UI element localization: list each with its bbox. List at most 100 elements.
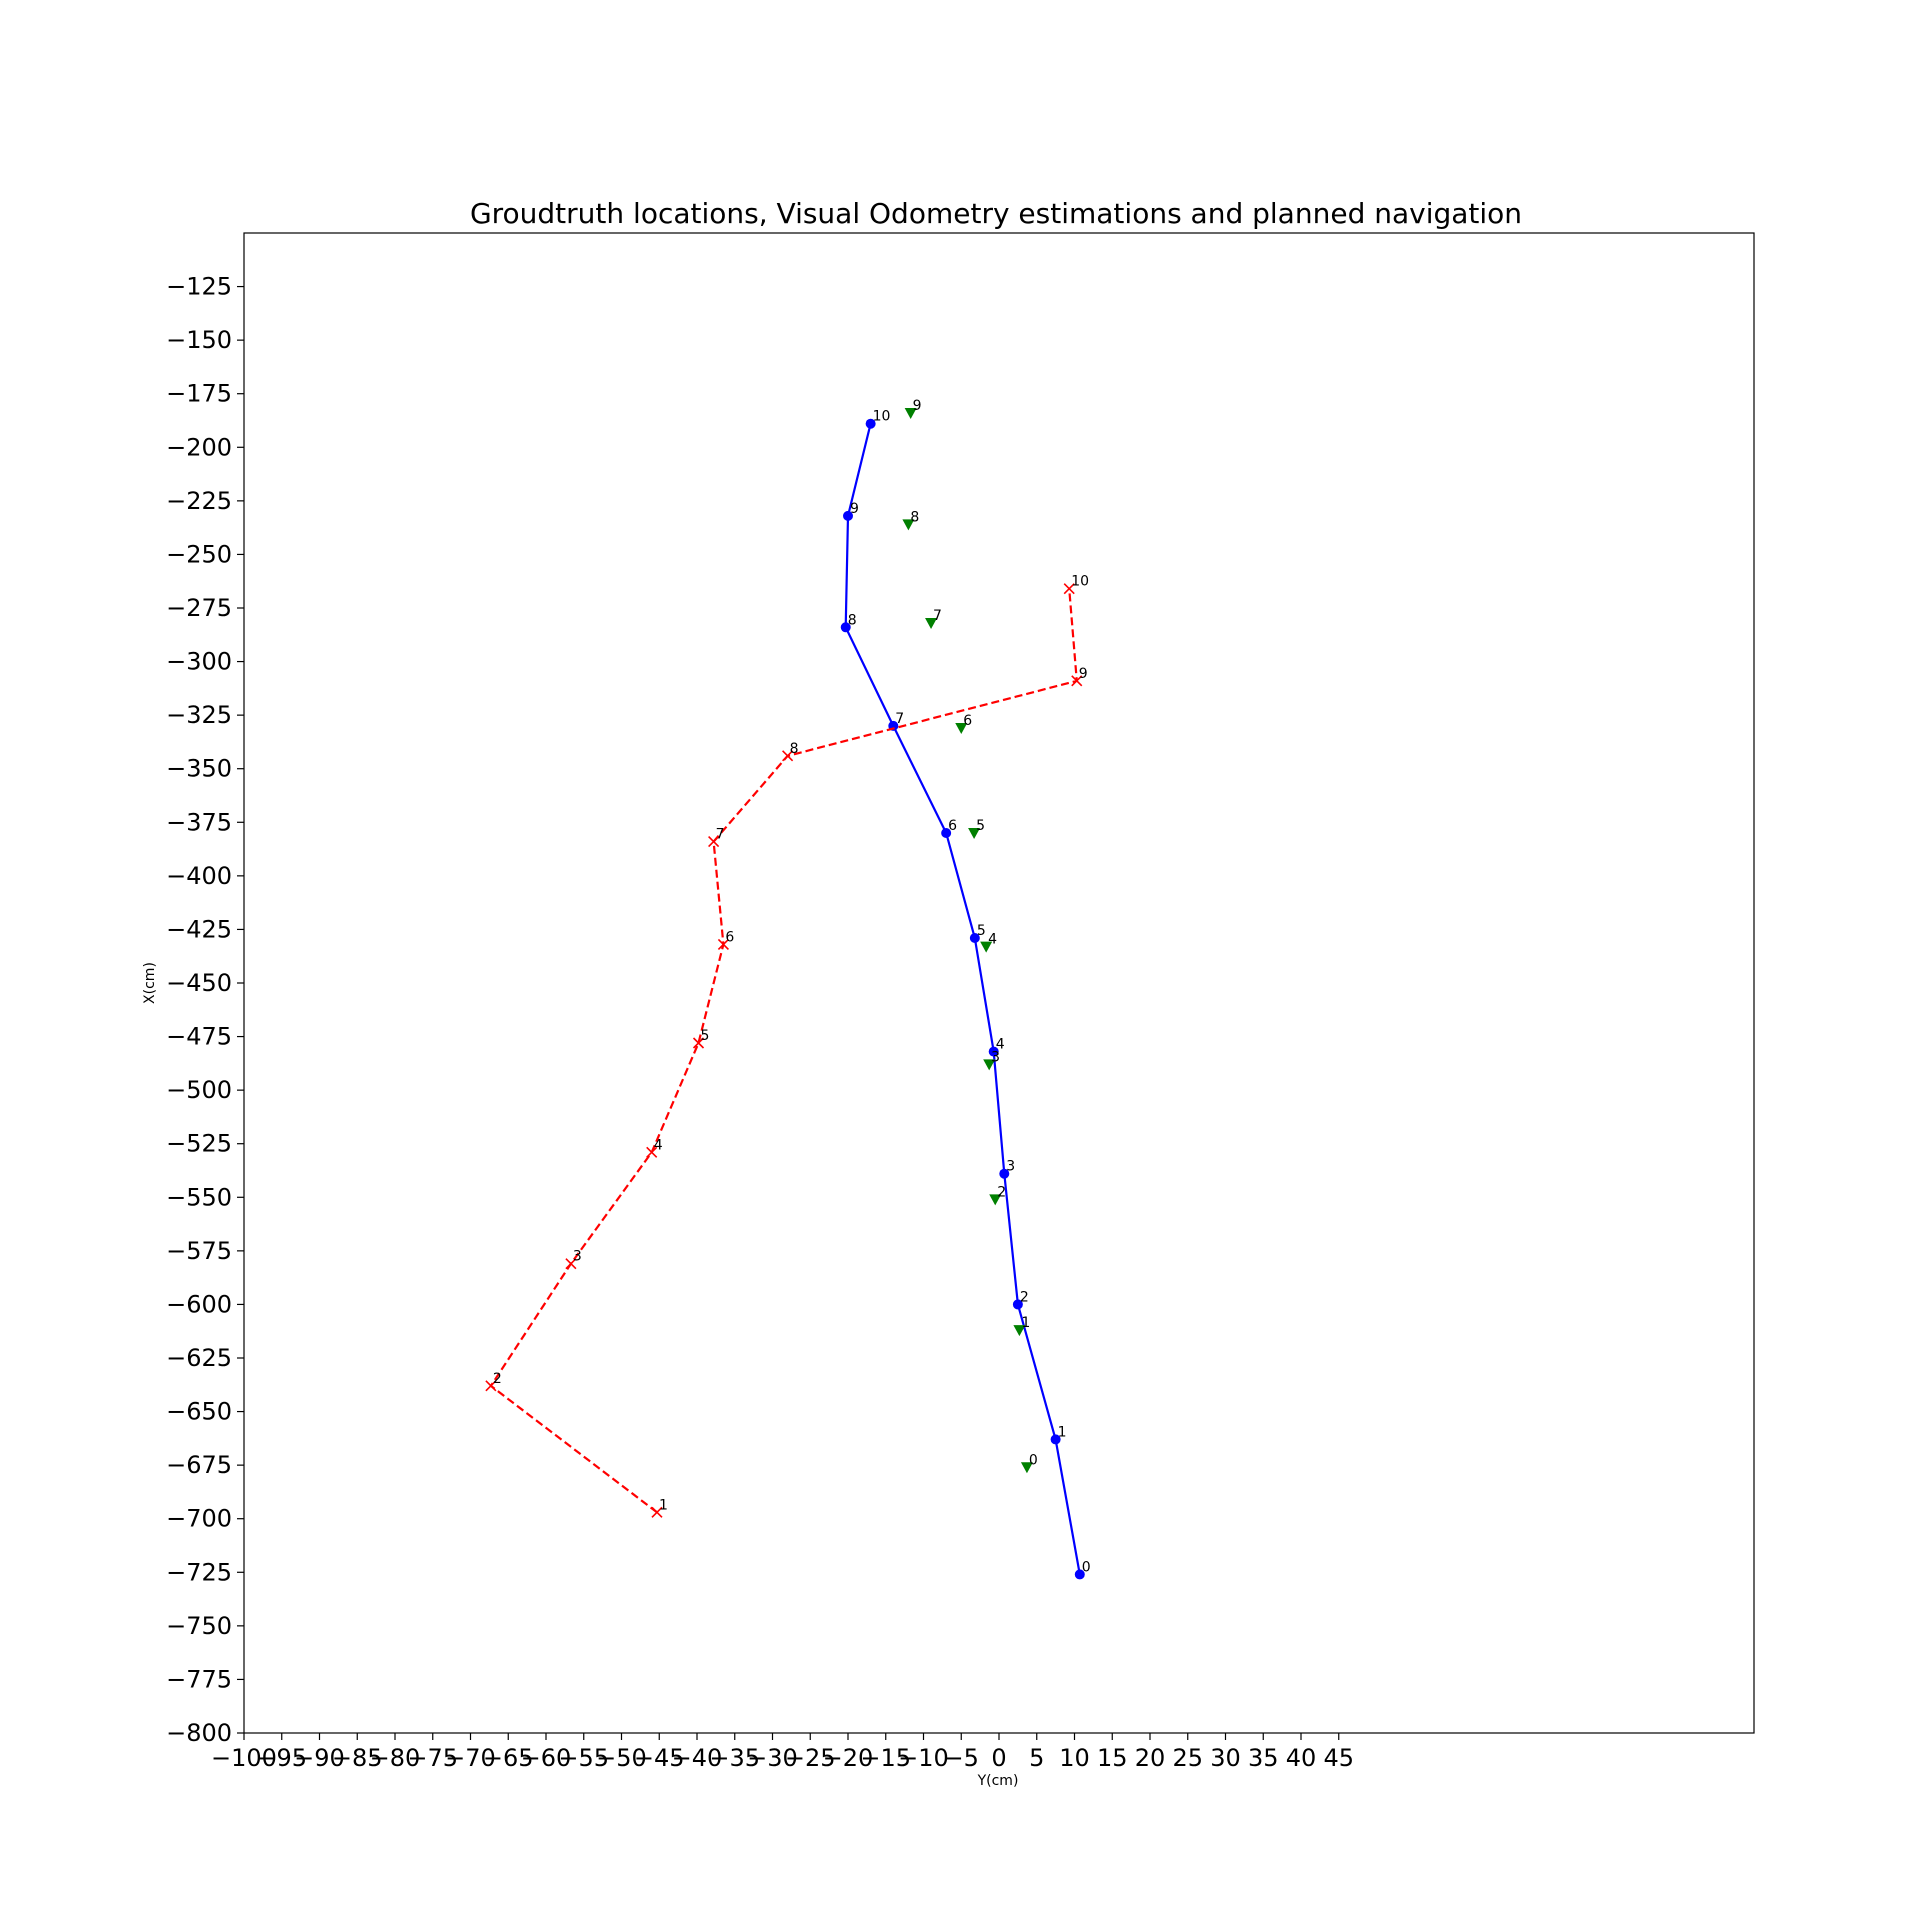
point-label: 3 [573,1249,582,1265]
x-tick-label: −70 [445,1744,496,1772]
x-tick-label: −55 [558,1744,609,1772]
x-tick-label: −95 [256,1744,307,1772]
x-tick-label: 40 [1286,1744,1317,1772]
point-label: 9 [850,501,859,517]
data-point [902,519,915,531]
data-point [968,828,981,839]
x-axis-label: Y(cm) [977,1773,1019,1789]
x-tick-label: −45 [634,1744,685,1772]
y-tick-label: −575 [166,1237,232,1265]
x-tick-label: 30 [1210,1744,1241,1772]
point-label: 9 [1079,666,1088,682]
series-line [844,423,1081,1575]
data-point [782,750,794,762]
y-tick-label: −300 [166,648,232,676]
point-label: 2 [997,1184,1006,1200]
y-tick-label: −350 [166,755,232,783]
y-tick-label: −375 [166,808,232,836]
x-tick-label: −60 [521,1744,572,1772]
y-tick-label: −425 [166,915,232,943]
x-tick-label: −35 [709,1744,760,1772]
point-label: 1 [1021,1315,1030,1331]
point-label: 4 [996,1037,1005,1053]
point-label: 0 [1029,1452,1038,1468]
y-tick-label: −525 [166,1130,232,1158]
data-point [1063,583,1075,595]
point-label: 1 [1058,1424,1067,1440]
data-point [843,510,853,521]
data-point [565,1258,577,1270]
plot-area [243,232,1755,1734]
y-tick-label: −800 [166,1719,232,1747]
x-tick-label: −25 [785,1744,836,1772]
x-tick-label: 5 [1029,1744,1044,1772]
point-label: 6 [725,929,734,945]
data-point [904,408,917,419]
data-point [980,941,993,953]
x-tick-label: 35 [1248,1744,1279,1772]
data-point [485,1380,497,1392]
y-tick-label: −175 [166,380,232,408]
point-label: 3 [991,1049,1000,1065]
x-tick-label: 0 [991,1744,1006,1772]
y-tick-label: −625 [166,1344,232,1372]
point-label: 7 [933,608,942,624]
y-tick-label: −725 [166,1558,232,1586]
y-tick-label: −700 [166,1505,232,1533]
point-label: 8 [910,509,919,525]
point-label: 8 [848,612,857,628]
data-point [651,1506,663,1518]
data-point [646,1146,658,1158]
x-tick-label: 45 [1323,1744,1354,1772]
x-tick-label: −40 [672,1744,723,1772]
x-tick-label: −30 [747,1744,798,1772]
data-point [1050,1434,1061,1445]
x-tick-label: −100 [211,1744,277,1772]
y-tick-label: −650 [166,1398,232,1426]
x-tick-label: −85 [332,1744,383,1772]
x-tick-label: −15 [860,1744,911,1772]
x-tick-label: −75 [407,1744,458,1772]
x-tick-label: −90 [294,1744,345,1772]
data-point [717,938,729,950]
point-label: 10 [873,409,891,425]
y-tick-label: −200 [166,433,232,461]
x-tick-label: 25 [1172,1744,1203,1772]
data-point [865,418,876,429]
point-label: 4 [654,1137,663,1153]
chart-title: Groudtruth locations, Visual Odometry es… [470,197,1522,230]
point-label: 5 [976,818,985,834]
x-tick-label: −65 [483,1744,534,1772]
y-tick-label: −675 [166,1451,232,1479]
data-point [708,836,720,848]
y-tick-label: −750 [166,1612,232,1640]
point-label: 10 [1071,574,1089,590]
point-label: 0 [1082,1559,1091,1575]
point-label: 7 [895,711,904,727]
y-axis-ticks: −125 −150 −175 −200 −225 −250 −275 −300 −325 −350… [166,273,244,1747]
series-line [489,588,1078,1514]
y-tick-label: −125 [166,273,232,301]
x-tick-label: −80 [370,1744,421,1772]
y-tick-label: −150 [166,326,232,354]
x-tick-label: −5 [944,1744,979,1772]
data-point [999,1168,1010,1179]
y-tick-label: −275 [166,594,232,622]
y-tick-label: −400 [166,862,232,890]
y-tick-label: −225 [166,487,232,515]
x-tick-label: −20 [823,1744,874,1772]
y-tick-label: −775 [166,1665,232,1693]
y-tick-label: −500 [166,1076,232,1104]
x-axis-ticks: −100−95−90−85−80−75−70−65−60−55−50−45−40… [211,1733,1354,1772]
data-point [1020,1462,1033,1474]
data-point [925,618,938,629]
y-tick-label: −450 [166,969,232,997]
point-label: 5 [977,923,986,939]
x-tick-label: −50 [596,1744,647,1772]
data-point [983,1059,996,1071]
point-label: 2 [1020,1289,1029,1305]
x-tick-label: 10 [1059,1744,1090,1772]
